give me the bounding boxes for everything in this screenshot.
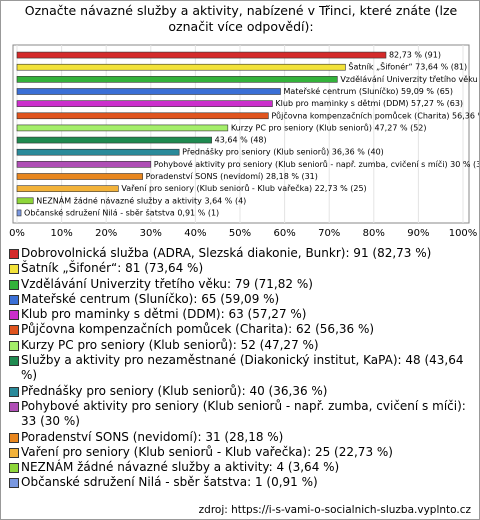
x-tick-label: 80%: [363, 228, 385, 239]
bar: [16, 124, 229, 132]
legend-label: Půjčovna kompenzačních pomůcek (Charita)…: [21, 322, 375, 337]
bar: [16, 100, 273, 107]
legend-item: Půjčovna kompenzačních pomůcek (Charita)…: [7, 322, 473, 337]
legend-item: Vzdělávání Univerzity třetího věku: 79 (…: [7, 277, 473, 292]
value-label: NEZNÁM žádné návazné služby a aktivity 3…: [36, 194, 246, 205]
legend-label: Šatník „Šifonér“: 81 (73,64 %): [21, 261, 204, 276]
value-label: Občanské sdružení Nilá - sběr šatstva 0,…: [24, 207, 219, 217]
x-tick-label: 10%: [50, 228, 72, 239]
legend-item: Dobrovolnická služba (ADRA, Slezská diak…: [7, 246, 473, 261]
legend-item: Kurzy PC pro seniory (Klub seniorů): 52 …: [7, 338, 473, 353]
x-tick-label: 20%: [95, 228, 117, 239]
x-tick-label: 50%: [229, 228, 251, 239]
legend-item: Služby a aktivity pro nezaměstnané (Diak…: [7, 353, 473, 384]
bar: [16, 51, 387, 59]
legend-swatch: [9, 386, 19, 397]
legend-label: Služby a aktivity pro nezaměstnané (Diak…: [21, 353, 464, 383]
legend-item: Šatník „Šifonér“: 81 (73,64 %): [7, 261, 473, 276]
bar: [16, 136, 212, 144]
legend-swatch: [9, 310, 19, 321]
legend-label: Klub pro maminky s dětmi (DDM): 63 (57,2…: [21, 307, 307, 322]
value-label: Vaření pro seniory (Klub seniorů - Klub …: [121, 183, 366, 193]
legend-swatch: [9, 249, 19, 259]
source: zdroj: https://i-s-vami-o-socialnich-slu…: [198, 504, 471, 516]
legend-swatch: [9, 279, 19, 290]
chart: 0% 10% 20% 30% 40% 50% 60% 70% 80% 90% 100% 82,73 %…: [9, 44, 479, 239]
bar: [16, 63, 346, 71]
value-label: Vzdělávání Univerzity třetího věku 71,82…: [340, 75, 479, 84]
legend-label: Dobrovolnická služba (ADRA, Slezská diak…: [21, 246, 432, 260]
x-tick-label: 30%: [140, 228, 162, 239]
value-label: Klub pro maminky s dětmi (DDM) 57,27 % (…: [275, 99, 463, 108]
bar: [16, 197, 34, 205]
legend-item: NEZNÁM žádné návazné služby a aktivity: …: [7, 460, 473, 475]
bar: [16, 148, 180, 156]
value-label: Půjčovna kompenzačních pomůcek (Charita)…: [271, 110, 479, 120]
legend-label: Poradenství SONS (nevidomí): 31 (28,18 %…: [21, 429, 284, 444]
x-tick-label: 0%: [9, 228, 25, 239]
legend-swatch: [9, 356, 19, 367]
legend-swatch: [9, 264, 19, 275]
legend-label: Kurzy PC pro seniory (Klub seniorů): 52 …: [21, 337, 319, 352]
value-label: 82,73 % (91): [389, 51, 441, 60]
legend: Dobrovolnická služba (ADRA, Slezská diak…: [7, 246, 473, 491]
bar: [16, 173, 143, 180]
legend-item: Klub pro maminky s dětmi (DDM): 63 (57,2…: [7, 307, 473, 322]
bar: [16, 161, 152, 168]
value-label: Mateřské centrum (Sluníčko) 59,09 % (65): [284, 86, 453, 96]
legend-label: Mateřské centrum (Sluníčko): 65 (59,09 %…: [21, 291, 280, 306]
legend-item: Mateřské centrum (Sluníčko): 65 (59,09 %…: [7, 292, 473, 307]
x-tick-label: 40%: [184, 228, 206, 239]
legend-item: Občanské sdružení Nilá - sběr šatstva: 1…: [7, 475, 473, 490]
legend-label: Pohybové aktivity pro seniory (Klub seni…: [21, 398, 466, 429]
value-label: Přednášky pro seniory (Klub seniorů) 36,…: [182, 147, 384, 157]
plot-frame: [12, 44, 470, 224]
legend-swatch: [9, 447, 19, 458]
x-tick-label: 90%: [407, 228, 429, 239]
chart-title: Označte návazné služby a aktivity, nabíz…: [24, 3, 458, 34]
bar: [16, 185, 119, 192]
value-label: Kurzy PC pro seniory (Klub seniorů) 47,2…: [231, 122, 427, 132]
bar: [16, 88, 281, 95]
bar: [16, 112, 269, 120]
legend-item: Poradenství SONS (nevidomí): 31 (28,18 %…: [7, 430, 473, 445]
legend-swatch: [9, 294, 19, 305]
value-label: Šatník „Šifonér“ 73,64 % (81): [348, 61, 467, 72]
value-label: Poradenství SONS (nevidomí) 28,18 % (31): [146, 172, 318, 181]
legend-label: Občanské sdružení Nilá - sběr šatstva: 1…: [21, 475, 318, 490]
legend-label: Vaření pro seniory (Klub seniorů - Klub …: [21, 444, 393, 459]
legend-item: Pohybové aktivity pro seniory (Klub seni…: [7, 399, 473, 430]
legend-swatch: [9, 340, 19, 351]
legend-label: Vzdělávání Univerzity třetího věku: 79 (…: [21, 276, 313, 291]
x-tick-label: 60%: [273, 228, 295, 239]
x-tick-label: 70%: [318, 228, 340, 239]
legend-item: Vaření pro seniory (Klub seniorů - Klub …: [7, 445, 473, 460]
value-label: Pohybové aktivity pro seniory (Klub seni…: [154, 159, 479, 169]
legend-item: Přednášky pro seniory (Klub seniorů): 40…: [7, 384, 473, 399]
legend-swatch: [9, 463, 19, 474]
legend-swatch: [9, 432, 19, 443]
legend-label: NEZNÁM žádné návazné služby a aktivity: …: [21, 460, 340, 475]
legend-swatch: [9, 478, 19, 489]
bar: [16, 76, 338, 83]
x-tick-label: 100%: [449, 228, 478, 239]
bar: [16, 209, 22, 217]
value-label: 43,64 % (48): [215, 136, 267, 145]
legend-swatch: [9, 325, 19, 336]
legend-label: Přednášky pro seniory (Klub seniorů): 40…: [21, 383, 328, 398]
legend-swatch: [9, 401, 19, 412]
